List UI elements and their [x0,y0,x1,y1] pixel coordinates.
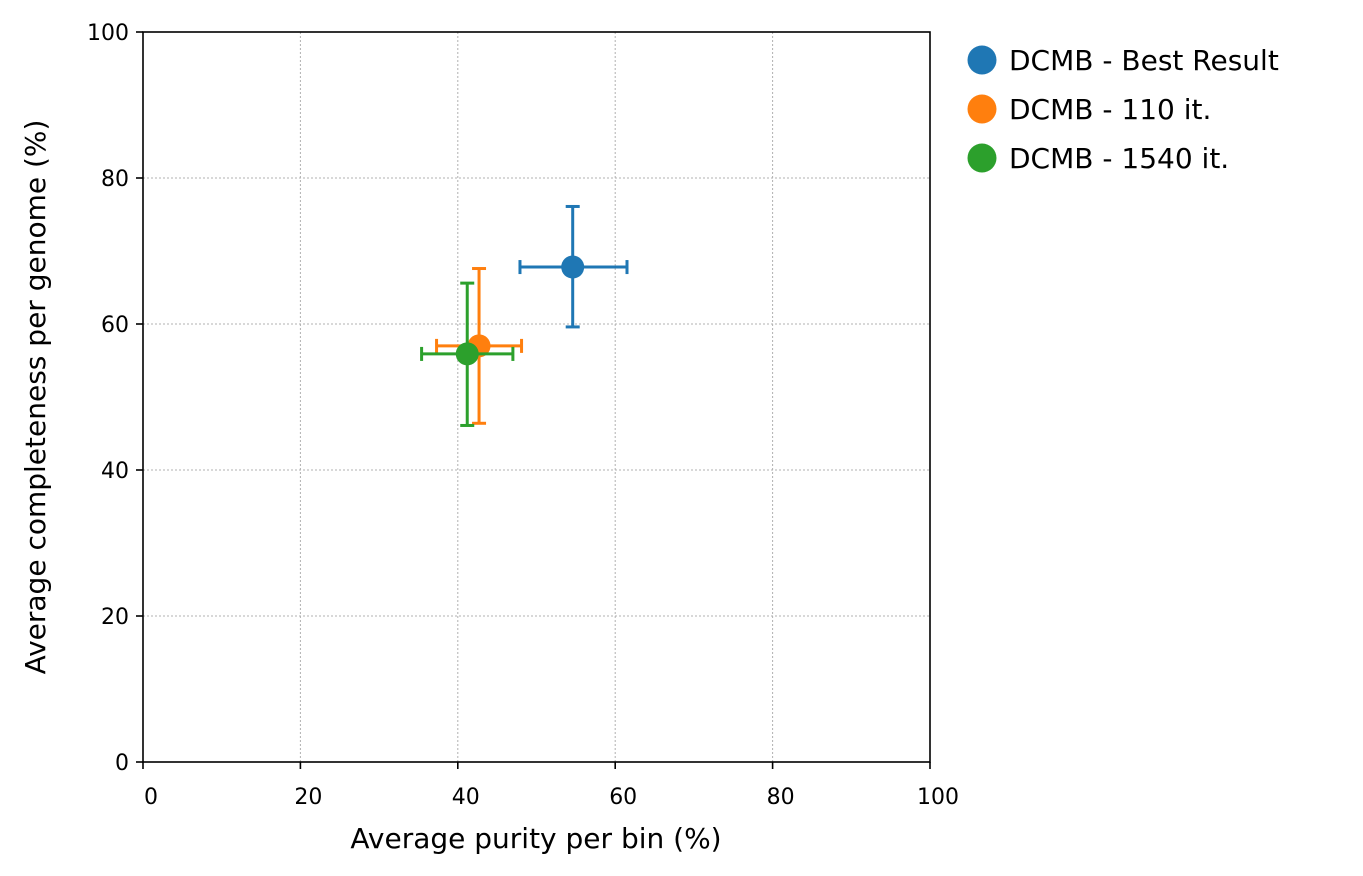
y-tick-label: 20 [101,605,129,630]
series-layer [420,204,629,427]
series-dcmb-110-it [435,267,524,425]
legend-label: DCMB - Best Result [1009,44,1279,77]
y-axis-label: Average completeness per genome (%) [19,120,52,675]
series-dcmb-1540-it [420,281,515,427]
legend-label: DCMB - 110 it. [1009,93,1211,126]
x-tick-label: 100 [917,785,959,810]
series-dcmb-best-result [518,204,629,329]
x-tick-label: 0 [144,785,158,810]
legend-marker [967,94,997,124]
y-tick-label: 40 [101,459,129,484]
y-tick-label: 80 [101,167,129,192]
legend-marker [967,143,997,173]
x-tick-label: 80 [767,785,795,810]
x-tick-label: 60 [609,785,637,810]
y-tick-label: 0 [115,751,129,776]
y-tick-label: 100 [87,21,129,46]
x-axis-label: Average purity per bin (%) [350,822,721,855]
plot-frame [142,31,931,763]
legend: DCMB - Best Result DCMB - 110 it. DCMB - 1… [967,44,1279,175]
x-tick-label: 40 [452,785,480,810]
axis-ticks: 0 20 40 60 80 100 0 20 40 60 80 100 [87,21,959,810]
legend-label: DCMB - 1540 it. [1009,142,1229,175]
data-point [561,255,585,279]
x-tick-label: 20 [294,785,322,810]
data-point [455,342,479,366]
legend-marker [967,45,997,75]
y-tick-label: 60 [101,313,129,338]
grid [143,32,930,762]
